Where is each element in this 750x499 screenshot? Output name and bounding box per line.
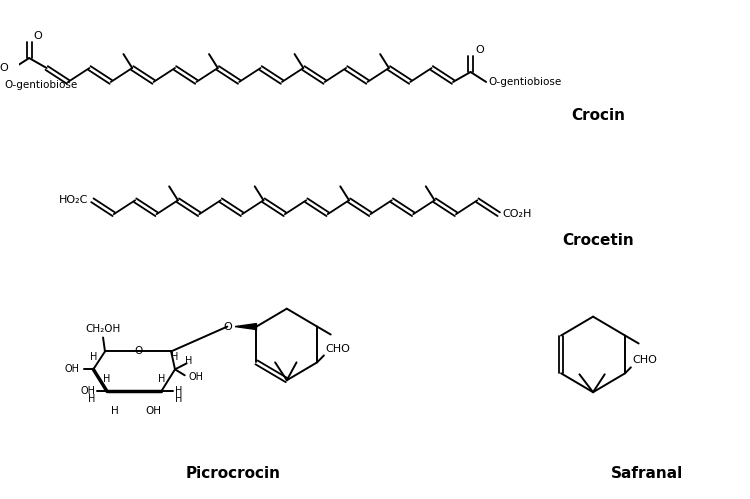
Text: HO₂C: HO₂C	[59, 195, 88, 205]
Text: Crocin: Crocin	[571, 108, 625, 123]
Text: O: O	[0, 63, 8, 73]
Text: CH₂OH: CH₂OH	[86, 323, 121, 333]
Text: Safranal: Safranal	[610, 466, 682, 481]
Text: O: O	[224, 321, 232, 331]
Text: OH: OH	[188, 372, 203, 382]
Text: H: H	[88, 394, 95, 404]
Text: OH: OH	[80, 386, 95, 396]
Text: OH: OH	[146, 406, 161, 416]
Text: O: O	[33, 31, 42, 41]
Text: H: H	[111, 406, 118, 416]
Text: H: H	[175, 394, 182, 404]
Text: OH: OH	[64, 364, 80, 374]
Text: H: H	[171, 352, 178, 362]
Text: H: H	[158, 374, 165, 384]
Text: CO₂H: CO₂H	[503, 209, 532, 219]
Polygon shape	[235, 323, 256, 329]
Text: H: H	[185, 356, 192, 366]
Text: Crocetin: Crocetin	[562, 233, 634, 248]
Text: H: H	[104, 374, 111, 384]
Text: O: O	[476, 45, 484, 55]
Text: O-gentiobiose: O-gentiobiose	[4, 80, 78, 90]
Text: H: H	[175, 386, 182, 396]
Text: H: H	[90, 352, 97, 362]
Text: O-gentiobiose: O-gentiobiose	[488, 77, 561, 87]
Text: O: O	[134, 346, 142, 356]
Text: CHO: CHO	[633, 355, 658, 365]
Text: Picrocrocin: Picrocrocin	[186, 466, 280, 481]
Text: CHO: CHO	[325, 344, 350, 354]
